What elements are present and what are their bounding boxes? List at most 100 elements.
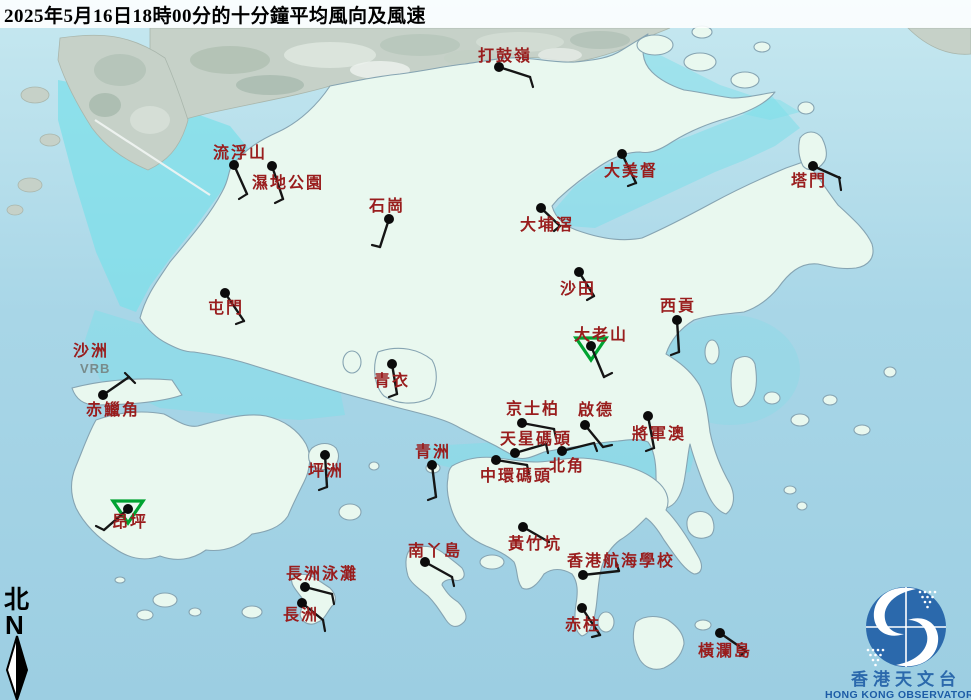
wind-barb-shaft xyxy=(497,65,532,79)
station-green-island: 青洲 xyxy=(415,442,451,502)
station-sha-tin: 沙田 xyxy=(560,267,596,302)
wind-barb-shaft xyxy=(718,631,748,653)
logo-dot xyxy=(928,590,932,594)
wind-barb-shaft xyxy=(270,164,285,201)
map-hk-island xyxy=(446,456,703,637)
station-dot xyxy=(98,390,108,400)
wind-barb-feather xyxy=(614,560,621,573)
wind-barb-feather xyxy=(552,224,562,233)
wind-barb-feather xyxy=(585,294,596,302)
wind-barb-feather xyxy=(602,371,614,379)
station-label: 南丫島 xyxy=(408,541,462,560)
logo-dot xyxy=(876,648,880,652)
wind-barb-feather xyxy=(644,446,656,453)
station-dot xyxy=(297,598,307,608)
station-tseung-kwan-o: 將軍澳 xyxy=(632,411,684,453)
station-label: 香港航海學校 xyxy=(566,551,675,570)
wind-barb-shaft xyxy=(102,507,130,532)
station-label: 啟德 xyxy=(578,400,614,419)
station-label: 北角 xyxy=(549,456,585,475)
hko-logo-name-en: HONG KONG OBSERVATORY xyxy=(825,689,971,700)
wind-barb-shaft xyxy=(560,441,596,453)
station-tai-po-kau: 大埔滘 xyxy=(520,203,574,234)
station-dot xyxy=(300,582,310,592)
station-dot xyxy=(617,149,627,159)
logo-dot xyxy=(874,663,877,667)
station-dot xyxy=(518,522,528,532)
station-label: 流浮山 xyxy=(213,143,267,162)
station-label: 沙田 xyxy=(560,280,596,298)
logo-dot xyxy=(921,595,924,599)
station-lamma-island: 南丫島 xyxy=(408,541,462,588)
logo-dot xyxy=(928,600,932,604)
station-label: 天星碼頭 xyxy=(500,430,572,448)
map-soko-islands xyxy=(114,576,263,621)
station-dot xyxy=(491,455,501,465)
shenzhen-land xyxy=(6,27,971,216)
station-label: 打鼓嶺 xyxy=(478,46,532,65)
station-label: 大美督 xyxy=(604,161,658,180)
logo-dot xyxy=(926,595,929,599)
wind-barb-feather xyxy=(738,649,748,658)
station-label: 大老山 xyxy=(574,325,628,344)
wind-barb-feather xyxy=(601,443,614,449)
map-waglan-islet xyxy=(694,619,712,631)
map-ninepin-islands xyxy=(783,485,808,511)
station-dot xyxy=(536,203,546,213)
station-dot xyxy=(574,267,584,277)
station-label: 青洲 xyxy=(415,442,451,461)
station-star-ferry-pier: 天星碼頭 xyxy=(500,430,572,458)
map-tap-mun xyxy=(798,131,827,171)
wind-barb-feather xyxy=(330,592,336,606)
station-dot xyxy=(517,418,527,428)
map-po-toi xyxy=(632,615,685,670)
station-hk-sea-school: 香港航海學校 xyxy=(566,551,675,580)
station-dot xyxy=(577,603,587,613)
wind-barb-shaft xyxy=(513,442,548,455)
map-mainland-new-territories xyxy=(139,33,874,515)
wind-barb-feather xyxy=(321,618,327,633)
station-cheung-chau-beach: 長洲泳灘 xyxy=(286,564,358,606)
logo-dot xyxy=(879,653,882,657)
wind-barb-shaft xyxy=(620,152,638,185)
station-label: 橫瀾島 xyxy=(698,641,752,660)
logo-dot xyxy=(933,590,937,594)
wind-barb-shaft xyxy=(589,344,606,379)
station-label: 長洲泳灘 xyxy=(286,564,358,583)
station-dot xyxy=(384,214,394,224)
station-tates-cairn: 大老山 xyxy=(572,325,628,379)
logo-dot xyxy=(866,648,870,652)
wind-barb-feather xyxy=(94,524,106,532)
wind-barb-shaft xyxy=(232,163,249,196)
station-dot xyxy=(715,628,725,638)
wind-barb-feather xyxy=(237,192,249,201)
wind-barb-feather xyxy=(234,319,246,326)
station-dot xyxy=(557,446,567,456)
logo-dot xyxy=(931,595,934,599)
map-ap-lei-chau xyxy=(479,554,505,570)
map-northeast-islands xyxy=(636,25,771,89)
station-triangle-marker xyxy=(109,499,147,526)
logo-dot xyxy=(881,648,885,652)
wind-barb-shaft xyxy=(423,560,454,579)
map-kau-yi-chau xyxy=(368,461,380,471)
station-wong-chuk-hang: 黃竹坑 xyxy=(507,522,560,553)
station-dot xyxy=(580,420,590,430)
wind-barb-shaft xyxy=(646,414,656,450)
station-label: 大埔滘 xyxy=(520,215,574,234)
hko-logo-dot-pattern xyxy=(866,590,937,667)
logo-dot xyxy=(871,658,875,662)
logo-dot xyxy=(926,605,929,609)
station-stanley: 赤柱 xyxy=(565,603,602,639)
station-label: 中環碼頭 xyxy=(480,466,552,485)
wind-barb-shaft xyxy=(675,318,681,354)
station-tai-mei-tuk: 大美督 xyxy=(604,149,658,188)
wind-barb-feather xyxy=(370,243,382,249)
map-ma-wan xyxy=(342,350,362,374)
hko-logo-name-zh: 香港天文台 xyxy=(851,669,961,689)
map-hei-ling-chau xyxy=(338,503,362,521)
wind-barb-shaft xyxy=(494,458,529,467)
station-dot xyxy=(387,359,397,369)
